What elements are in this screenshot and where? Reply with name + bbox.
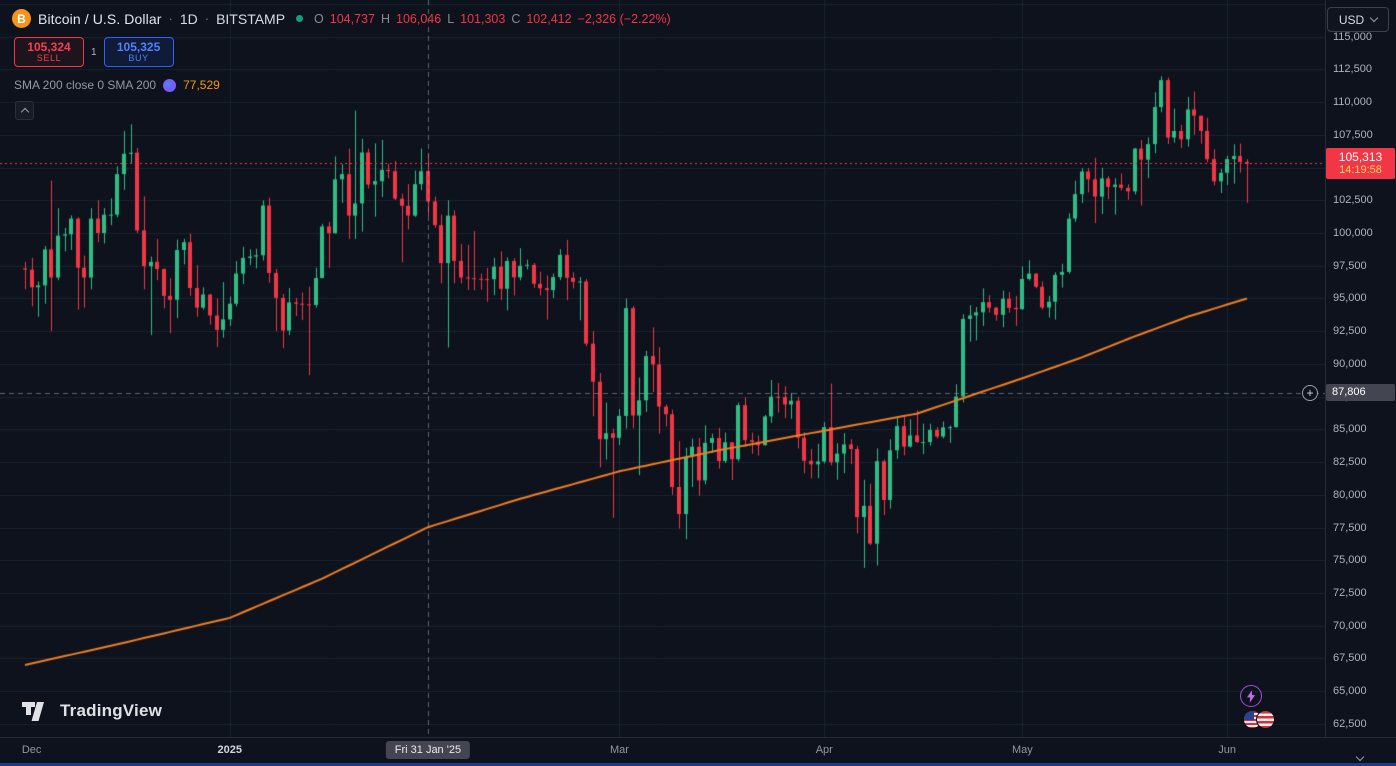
current-price-label: 105,313 14:19:58 [1326, 148, 1395, 180]
indicator-value: 77,529 [183, 78, 220, 92]
price-tick: 65,000 [1333, 685, 1367, 698]
bottom-edge-strip [0, 763, 1396, 766]
chevron-down-icon [1369, 13, 1379, 23]
symbol-title[interactable]: Bitcoin / U.S. Dollar [38, 10, 162, 27]
timescale-menu-chevron-icon[interactable] [1355, 747, 1365, 765]
low-label: L [447, 11, 455, 26]
price-tick: 75,000 [1333, 554, 1367, 567]
price-tick: 70,000 [1333, 619, 1367, 632]
add-alert-plus-icon[interactable]: + [1302, 384, 1318, 401]
indicator-icon [163, 78, 177, 92]
tradingview-logo[interactable]: TradingView [22, 701, 162, 721]
price-tick: 100,000 [1333, 227, 1373, 239]
sell-price: 105,324 [27, 39, 71, 54]
close-value: 102,412 [526, 11, 572, 26]
bar-close-countdown: 14:19:58 [1339, 164, 1382, 177]
open-label: O [314, 11, 324, 26]
high-label: H [380, 11, 390, 26]
time-tick: Mar [610, 744, 629, 756]
buy-price: 105,325 [116, 39, 161, 54]
crosshair-date-label: Fri 31 Jan '25 [385, 741, 471, 759]
low-value: 101,303 [460, 11, 506, 26]
separator: · [204, 11, 210, 26]
market-status-dot [296, 15, 304, 22]
tradingview-wordmark: TradingView [60, 701, 163, 720]
price-tick: 80,000 [1333, 488, 1367, 501]
bitcoin-icon: B [12, 9, 31, 28]
sell-label: SELL [36, 52, 62, 63]
indicator-legend: SMA 200 close 0 SMA 200 77,529 [14, 78, 220, 92]
price-tick: 97,500 [1333, 259, 1367, 272]
price-tick: 67,500 [1333, 652, 1367, 665]
candlestick-chart[interactable] [0, 0, 1325, 737]
time-tick: 2025 [217, 744, 243, 756]
price-tick: 107,500 [1333, 128, 1373, 141]
time-axis[interactable]: Dec 2025 Fri 31 Jan '25 Mar Apr May Jun [0, 737, 1396, 763]
chart-legend: B Bitcoin / U.S. Dollar · 1D · BITSTAMP … [12, 9, 671, 28]
interval-label[interactable]: 1D [179, 10, 198, 27]
time-tick: Jun [1218, 744, 1237, 756]
chevron-up-icon [20, 107, 29, 117]
current-price-value: 105,313 [1338, 150, 1383, 165]
currency-dropdown[interactable]: USD [1327, 7, 1389, 32]
time-tick: Apr [815, 744, 833, 756]
price-tick: 110,000 [1333, 96, 1372, 109]
price-tick: 82,500 [1333, 456, 1367, 469]
price-tick: 85,000 [1333, 423, 1367, 436]
price-axis[interactable]: 115,000112,500110,000107,500105,000102,5… [1325, 0, 1396, 737]
trade-panel: 105,324 SELL 1 105,325 BUY [14, 37, 174, 67]
sell-button[interactable]: 105,324 SELL [14, 37, 84, 67]
crosshair-price-label: 87,806 [1326, 384, 1395, 402]
lightning-icon [1246, 689, 1255, 703]
buy-label: BUY [128, 52, 149, 63]
open-value: 104,737 [329, 11, 375, 26]
chevron-down-icon [1355, 752, 1365, 762]
separator: · [168, 11, 173, 26]
spread-value: 1 [91, 46, 97, 58]
price-tick: 62,500 [1333, 717, 1367, 730]
close-label: C [511, 11, 521, 26]
price-tick: 102,500 [1333, 194, 1373, 207]
price-tick: 92,500 [1333, 325, 1367, 338]
price-tick: 95,000 [1333, 292, 1367, 305]
tradingview-logo-icon [22, 701, 44, 721]
lightning-widget-button[interactable] [1240, 685, 1262, 707]
price-tick: 72,500 [1333, 587, 1367, 599]
change-value: −2,326 (−2.22%) [577, 11, 671, 26]
currency-flags-widget[interactable] [1243, 710, 1275, 729]
buy-button[interactable]: 105,325 BUY [103, 37, 174, 67]
high-value: 106,046 [396, 11, 442, 26]
price-tick: 90,000 [1333, 357, 1367, 370]
currency-value: USD [1338, 12, 1365, 27]
price-tick: 115,000 [1333, 30, 1372, 43]
exchange-label: BITSTAMP [216, 10, 286, 27]
secondary-flag-icon [1256, 710, 1275, 729]
time-tick: May [1012, 744, 1033, 756]
collapse-legend-button[interactable] [15, 101, 34, 120]
ohlc-values: O 104,737 H 106,046 L 101,303 C 102,412 −2,3… [314, 12, 671, 26]
time-tick: Dec [21, 744, 42, 756]
price-tick: 112,500 [1333, 63, 1372, 76]
price-tick: 77,500 [1333, 521, 1367, 534]
indicator-name[interactable]: SMA 200 close 0 SMA 200 [14, 78, 157, 92]
